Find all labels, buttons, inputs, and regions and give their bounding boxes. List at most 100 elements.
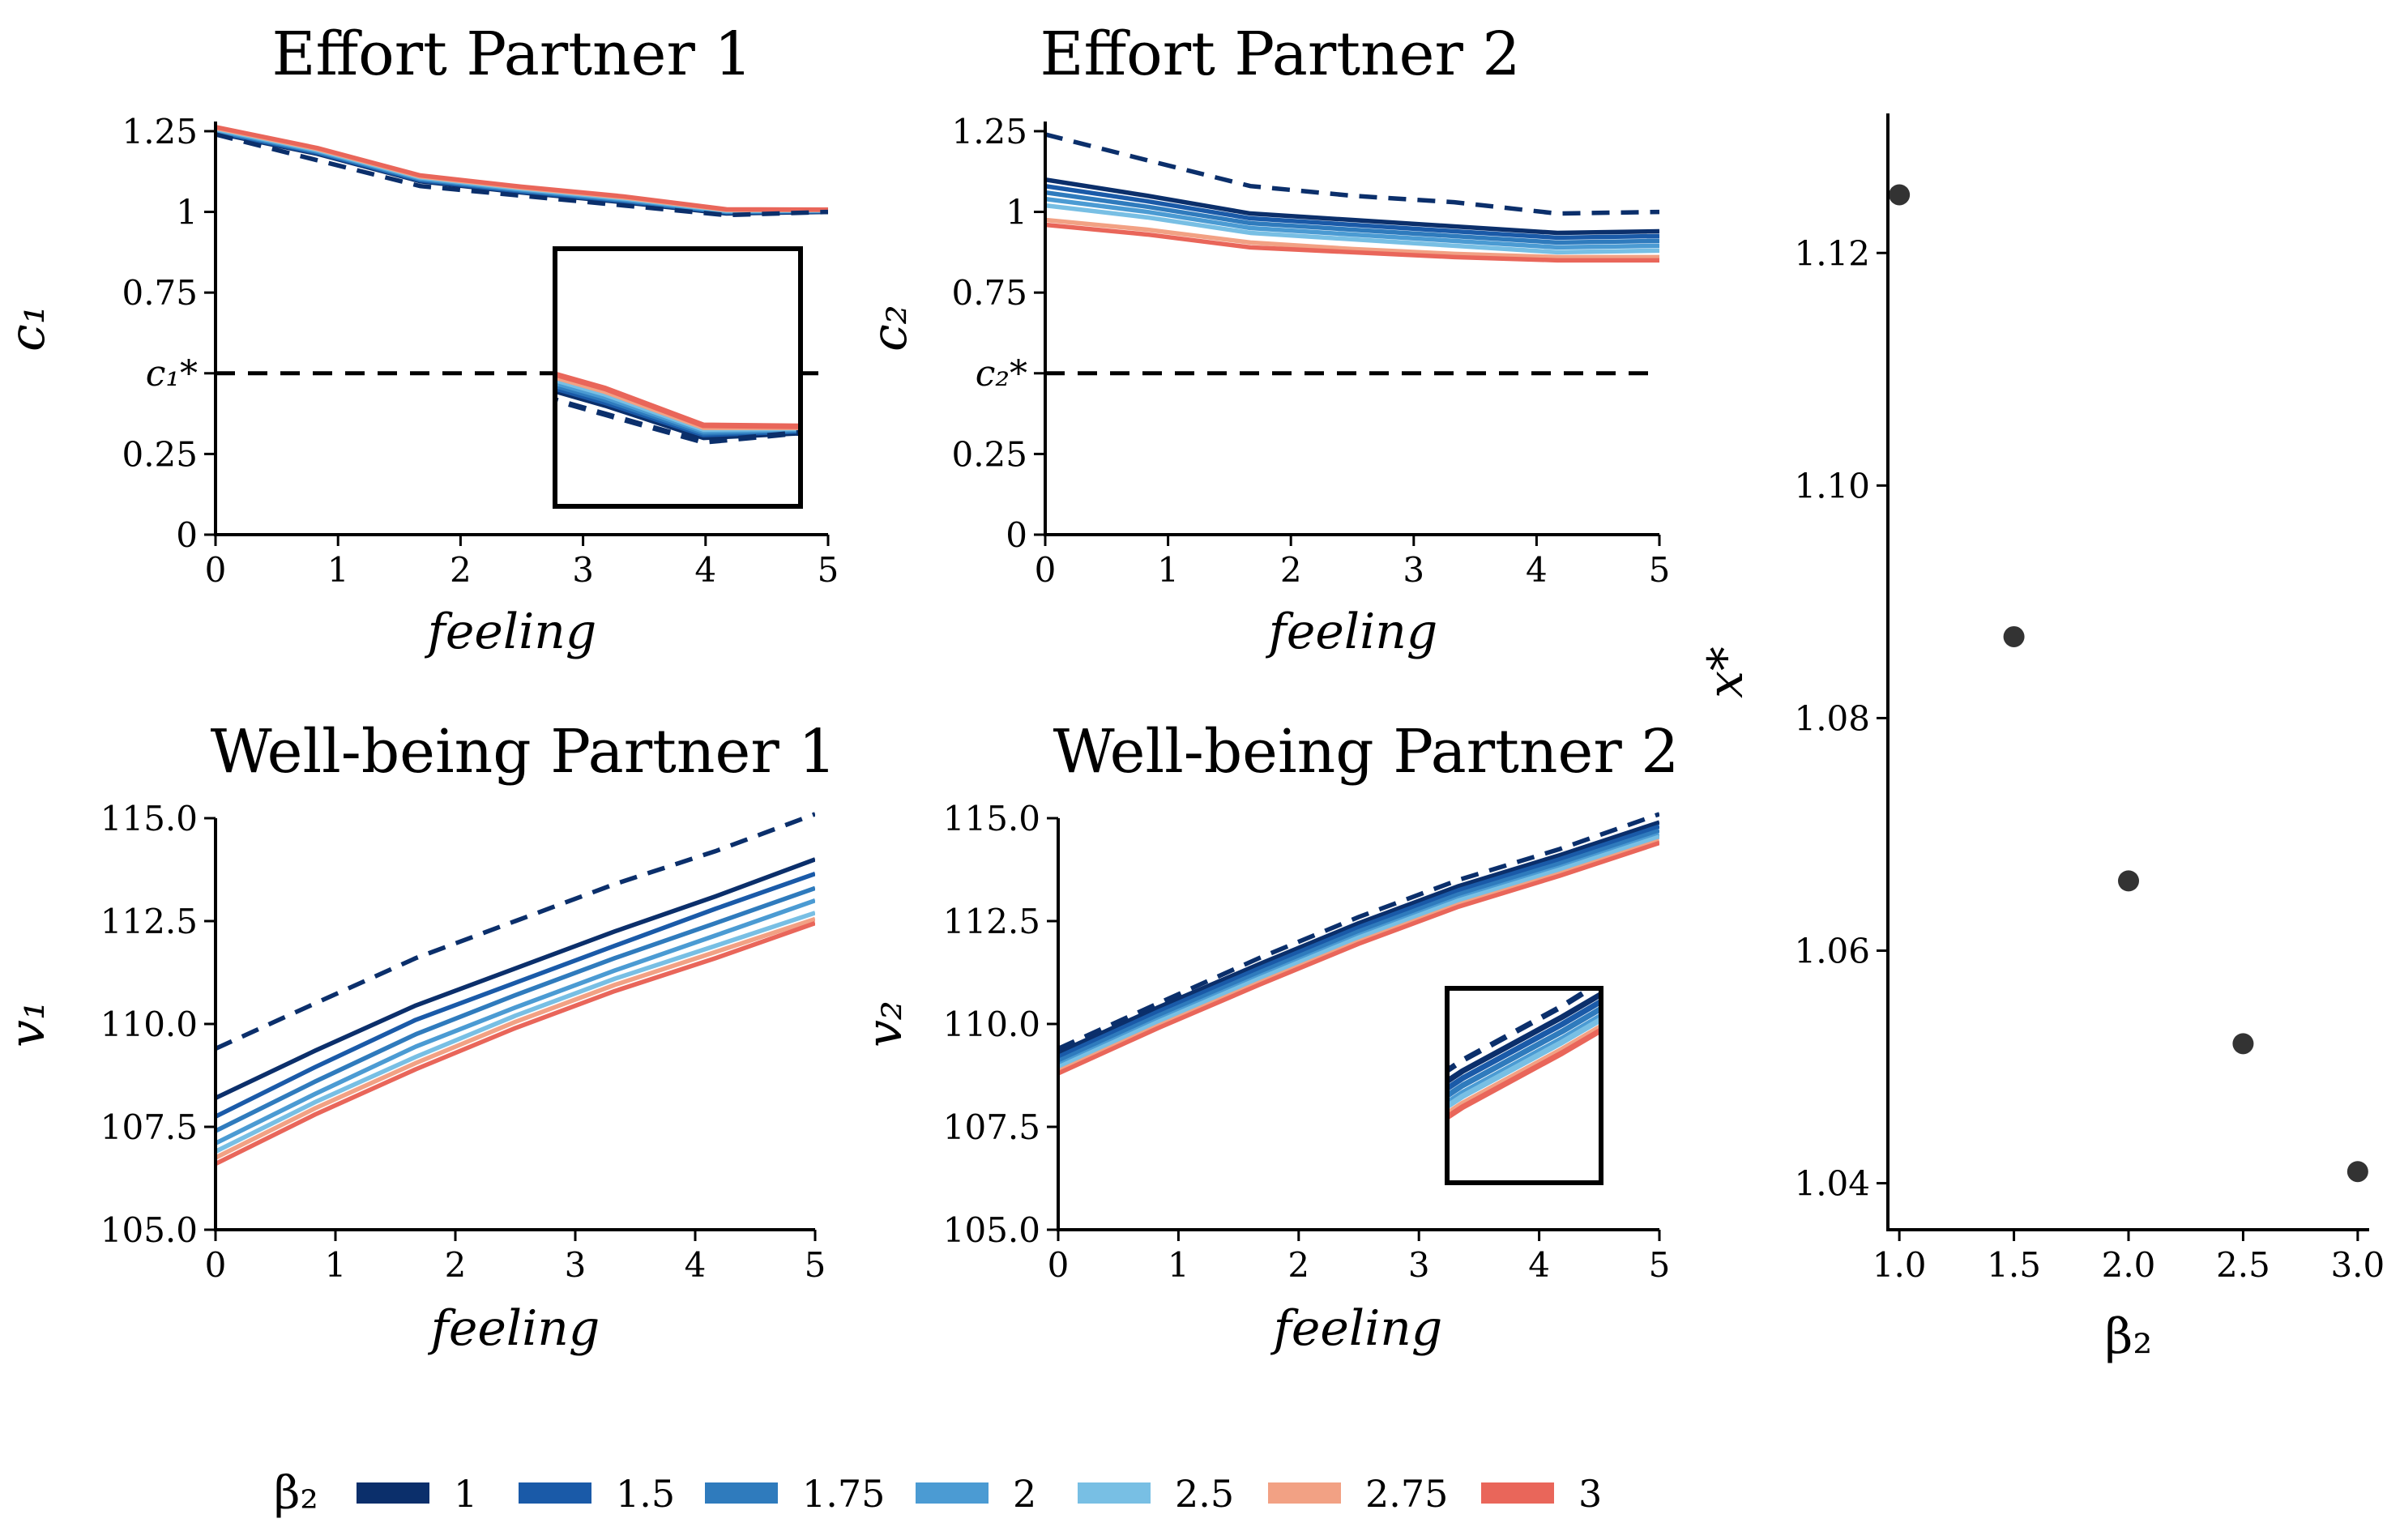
y-tick-label: 1.25: [122, 112, 198, 151]
chart-title-effort-partner-2: Effort Partner 2: [1040, 19, 1521, 89]
y-tick-label: 112.5: [943, 902, 1040, 941]
y-tick-label: 1.12: [1794, 233, 1870, 273]
x-axis-label: feeling: [1270, 1300, 1443, 1357]
reference-tick-label: c₂*: [976, 353, 1027, 395]
y-tick-label: 0.25: [951, 434, 1027, 474]
x-tick-label: 5: [818, 550, 839, 590]
y-axis-label: v₂: [856, 1000, 913, 1047]
lines-group: [1058, 812, 1659, 1076]
y-tick-label: 0.75: [122, 273, 198, 313]
reference-tick-label: c₁*: [146, 353, 198, 395]
chart-title-wellbeing-partner-1: Well-being Partner 1: [211, 717, 837, 787]
x-tick-label: 4: [685, 1245, 707, 1285]
y-tick-label: 107.5: [100, 1107, 198, 1147]
x-tick-label: 4: [1526, 550, 1548, 590]
y-tick-label: 0.25: [122, 434, 198, 474]
inset-lines: [555, 371, 801, 446]
y-tick-label: 0: [1006, 515, 1027, 555]
series-line-beta-2: [1447, 1012, 1601, 1107]
series-line-beta-1-5: [1447, 998, 1601, 1092]
scatter-point: [2003, 625, 2025, 647]
y-tick-label: 1.04: [1794, 1164, 1870, 1204]
series-line-beta-1-75: [216, 128, 828, 215]
series-line-beta-2-5: [216, 911, 815, 1154]
legend-swatch: [1078, 1482, 1151, 1504]
y-tick-label: 0.75: [951, 273, 1027, 313]
x-tick-label: 2.0: [2102, 1245, 2156, 1285]
x-tick-label: 5: [1649, 550, 1671, 590]
x-tick-label: 4: [694, 550, 716, 590]
y-tick-label: 1.06: [1794, 932, 1870, 971]
dashed-line: [216, 132, 828, 218]
scatter-point: [2232, 1033, 2254, 1055]
y-tick-label: 107.5: [943, 1107, 1040, 1147]
x-axis-label: β₂: [2105, 1308, 2153, 1365]
legend-label: 1.75: [802, 1472, 885, 1516]
series-line-beta-1-5: [1045, 183, 1659, 241]
series-line-beta-2: [216, 127, 828, 214]
y-tick-label: 110.0: [943, 1005, 1040, 1044]
x-tick-label: 2.5: [2216, 1245, 2270, 1285]
x-tick-label: 3: [565, 1245, 587, 1285]
y-tick-label: 105.0: [943, 1210, 1040, 1250]
series-line-beta-1-5: [1058, 824, 1659, 1060]
scatter-point: [2346, 1161, 2368, 1183]
x-tick-label: 0: [1048, 1245, 1070, 1285]
inset-background: [555, 249, 801, 506]
series-line-beta-3: [555, 371, 801, 429]
inset-frame: [553, 246, 803, 509]
x-tick-label: 1: [1168, 1245, 1189, 1285]
x-axis-label: feeling: [425, 604, 597, 660]
x-tick-label: 3.0: [2330, 1245, 2385, 1285]
series-line-beta-2: [216, 898, 815, 1145]
y-tick-label: 1: [1006, 193, 1027, 232]
legend-label: 2.5: [1175, 1472, 1234, 1516]
panel-2: 0 1 2 3 4 5 105.0 107.5 110.0 112.5 115.0 feeling v₁: [0, 799, 826, 1357]
x-axis-label: feeling: [428, 1300, 600, 1357]
chart-title-wellbeing-partner-2: Well-being Partner 2: [1053, 717, 1680, 787]
y-tick-label: 1: [176, 193, 198, 232]
x-tick-label: 2: [1287, 1245, 1309, 1285]
y-tick-label: 115.0: [100, 799, 198, 838]
x-tick-label: 0: [205, 550, 227, 590]
legend-swatch: [1481, 1482, 1554, 1504]
y-axis-label: c₂: [861, 305, 918, 352]
series-line-beta-3: [1447, 1026, 1601, 1121]
series-line-beta-1-75: [216, 885, 815, 1133]
series-line-beta-2-5: [1058, 834, 1659, 1069]
x-tick-label: 3: [572, 550, 594, 590]
series-line-beta-2: [1045, 196, 1659, 250]
legend-label: 2.75: [1365, 1472, 1448, 1516]
lines-group: [1045, 132, 1659, 376]
series-line-beta-2-75: [1045, 217, 1659, 260]
y-tick-label: 112.5: [100, 902, 198, 941]
series-line-beta-3: [1045, 222, 1659, 263]
y-tick-label: 0: [176, 515, 198, 555]
series-line-beta-2-5: [1045, 203, 1659, 255]
legend-label: 1: [454, 1472, 477, 1516]
panel-1: 0 1 2 3 4 5 0 0.25 c₂* 0.75 1 1.25 feeling c₂: [861, 112, 1670, 660]
series-line-beta-1: [216, 857, 815, 1100]
x-tick-label: 1: [325, 1245, 347, 1285]
x-tick-label: 0: [1035, 550, 1057, 590]
series-line-beta-1: [1045, 177, 1659, 236]
lines-group: [216, 125, 828, 376]
x-tick-label: 3: [1408, 1245, 1430, 1285]
y-tick-label: 1.08: [1794, 698, 1870, 738]
legend-swatch: [705, 1482, 778, 1504]
series-line-beta-1-75: [1447, 1005, 1601, 1099]
legend: β₂ 1 1.5 1.75 2 2.5 2.75 3: [274, 1467, 1602, 1520]
x-tick-label: 5: [805, 1245, 826, 1285]
legend-swatch: [357, 1482, 429, 1504]
y-tick-label: 110.0: [100, 1005, 198, 1044]
series-line-beta-1: [1447, 991, 1601, 1085]
series-line-beta-3: [1058, 840, 1659, 1076]
legend-title: β₂: [274, 1467, 318, 1520]
y-tick-label: 115.0: [943, 799, 1040, 838]
series-line-beta-2-75: [1447, 1023, 1601, 1117]
legend-swatch: [916, 1482, 989, 1504]
x-tick-label: 1.0: [1872, 1245, 1927, 1285]
legend-label: 1.5: [616, 1472, 675, 1516]
inset-lines: [1447, 988, 1601, 1121]
